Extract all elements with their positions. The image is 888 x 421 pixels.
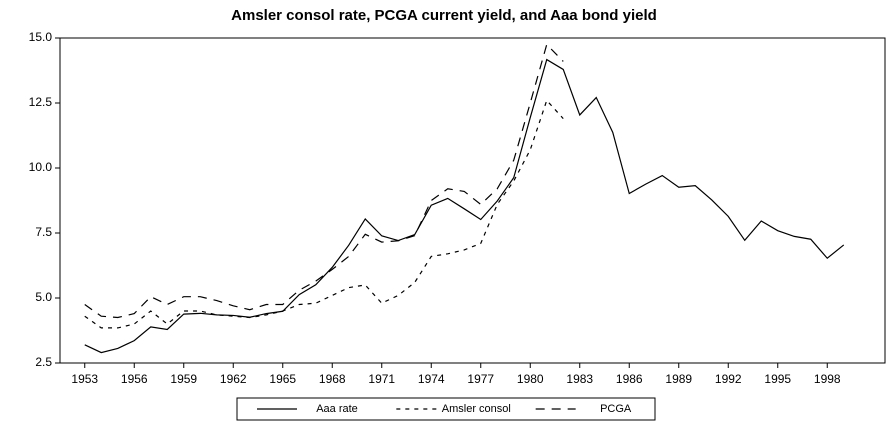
x-tick-label: 1992 [715,372,742,386]
x-tick-label: 1959 [170,372,197,386]
x-tick-label: 1995 [764,372,791,386]
series-line [84,99,564,329]
x-tick-label: 1953 [71,372,98,386]
y-tick-label: 5.0 [35,290,52,304]
x-tick-label: 1977 [467,372,494,386]
y-tick-label: 7.5 [35,225,52,239]
legend-label: PCGA [600,403,632,415]
x-tick-label: 1998 [814,372,841,386]
y-tick-label: 10.0 [29,160,53,174]
plot-frame [59,37,886,364]
y-tick-label: 15.0 [29,30,53,44]
x-tick-label: 1986 [616,372,643,386]
x-tick-label: 1968 [319,372,346,386]
x-tick-label: 1965 [269,372,296,386]
x-tick-label: 1974 [418,372,445,386]
x-tick-label: 1989 [665,372,692,386]
x-tick-label: 1980 [517,372,544,386]
chart-title: Amsler consol rate, PCGA current yield, … [231,7,657,24]
legend-label: Amsler consol [442,403,511,415]
legend-box [236,397,656,421]
series-line [84,58,845,354]
x-tick-label: 1956 [121,372,148,386]
x-tick-label: 1971 [368,372,395,386]
x-tick-label: 1983 [566,372,593,386]
legend-label: Aaa rate [316,403,358,415]
x-tick-label: 1962 [220,372,247,386]
y-tick-label: 12.5 [29,95,53,109]
y-tick-label: 2.5 [35,355,52,369]
